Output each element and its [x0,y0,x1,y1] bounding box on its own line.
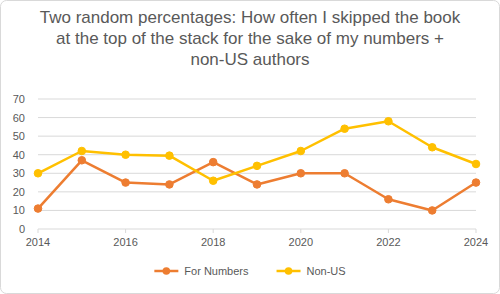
series-marker [428,207,436,215]
series-marker [34,169,42,177]
y-tick-label: 40 [13,149,25,161]
grid-line [38,210,476,211]
legend-label: For Numbers [184,265,249,277]
y-tick-label: 30 [13,167,25,179]
series-marker [34,205,42,213]
y-tick-label: 60 [13,112,25,124]
chart-svg: Two random percentages: How often I skip… [0,0,500,294]
x-tick [213,229,214,233]
series-marker [209,177,217,185]
series-marker [209,158,217,166]
x-tick-label: 2018 [201,236,225,248]
series-marker [385,117,393,125]
x-tick [125,229,126,233]
grid-line [38,117,476,118]
series-marker [166,152,174,160]
series-marker [297,147,305,155]
series-marker [253,162,261,170]
legend-marker [285,267,293,275]
x-tick-label: 2022 [376,236,400,248]
x-tick-label: 2024 [464,236,488,248]
grid-line [38,229,476,230]
series-marker [78,147,86,155]
x-tick [476,229,477,233]
series-marker [166,181,174,189]
grid-line [38,191,476,192]
legend: For Numbers Non-US [154,265,345,277]
chart-title: Two random percentages: How often I skip… [40,8,461,69]
x-tick-label: 2020 [289,236,313,248]
series-marker [122,179,130,187]
grid-line [38,173,476,174]
series-marker [78,156,86,164]
series-marker [122,151,130,159]
x-tick-label: 2016 [113,236,137,248]
series-marker [385,195,393,203]
x-tick-label: 2014 [26,236,50,248]
grid-line [38,136,476,137]
series-line [38,160,476,210]
grid-line [38,99,476,100]
legend-label: Non-US [307,265,346,277]
x-tick [300,229,301,233]
chart-container: Two random percentages: How often I skip… [0,0,500,294]
series-marker [472,179,480,187]
x-tick [388,229,389,233]
series-marker [297,169,305,177]
y-tick-label: 0 [19,223,25,235]
series-marker [428,143,436,151]
y-tick-label: 20 [13,186,25,198]
y-tick-label: 50 [13,130,25,142]
y-tick-label: 70 [13,93,25,105]
series-marker [253,181,261,189]
legend-marker [163,267,171,275]
x-tick [38,229,39,233]
y-tick-label: 10 [13,204,25,216]
series-marker [341,125,349,133]
grid-line [38,154,476,155]
plot-area [34,117,480,214]
series-marker [472,160,480,168]
chart-border [1,1,500,294]
series-line [38,121,476,180]
series-marker [341,169,349,177]
